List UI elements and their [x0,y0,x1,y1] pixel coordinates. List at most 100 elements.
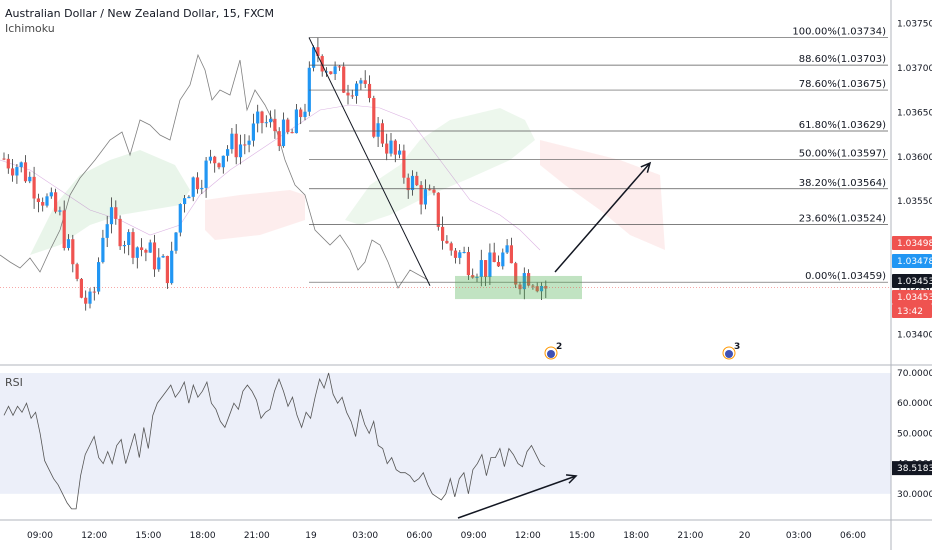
candle-body [97,262,101,292]
candle-body [441,226,445,241]
candle-body [41,202,45,206]
candle-body [535,286,539,292]
event-flag-icon [725,350,733,358]
candle-body [410,175,415,191]
candle-body [195,177,200,190]
time-tick-label: 21:00 [244,531,270,541]
candle-body [505,245,509,253]
candle-body [337,66,341,68]
candle-body [402,150,406,178]
price-tick-label: 1.03700 [897,64,932,74]
candles [2,37,548,311]
candle-body [484,260,488,278]
candle-body [496,262,501,267]
time-tick-label: 06:00 [840,531,866,541]
candle-body [187,196,191,199]
candle-body [449,243,453,251]
event-flag-icon [547,350,555,358]
time-tick-label: 15:00 [569,531,595,541]
candle-body [281,119,286,147]
time-tick-label: 21:00 [677,531,703,541]
event-count: 2 [556,342,562,352]
candle-body [286,119,290,133]
candle-body [92,291,96,293]
candle-body [432,189,436,193]
time-tick-label: 03:00 [786,531,812,541]
candle-body [501,252,505,267]
candle-body [423,189,427,205]
rsi-divergence-arrow [457,475,577,519]
candle-body [316,47,320,57]
candle-body [28,176,32,182]
candle-body [324,71,329,73]
candle-body [66,239,71,248]
price-badge [892,304,932,318]
time-tick-label: 03:00 [352,531,378,541]
price-badge-label: 13:42 [897,307,923,317]
candle-body [544,285,548,289]
candle-body [376,123,380,137]
projection-arrow [554,162,651,273]
candle-body [84,297,88,304]
time-tick-label: 19 [305,531,317,541]
candle-body [178,204,182,233]
candle-body [290,132,294,134]
candle-body [183,198,187,205]
rsi-label: RSI [5,376,23,389]
candle-body [230,133,234,150]
time-tick-label: 06:00 [406,531,432,541]
candle-body [303,111,307,118]
candle-body [462,252,466,254]
rsi-tick-label: 60.0000 [897,399,932,409]
candle-body [217,163,221,168]
candle-body [148,242,152,253]
candle-body [165,255,169,284]
candle-body [135,247,139,258]
candle-body [531,285,535,287]
candle-body [127,232,131,246]
time-tick-label: 09:00 [27,531,53,541]
candle-body [350,95,354,97]
candle-body [32,176,36,199]
price-tick-label: 1.03600 [897,153,932,163]
ichimoku-lagging-line [0,53,429,289]
fibonacci-levels: 100.00%(1.03734) 88.60%(1.03703) 78.60%(1.… [309,27,888,283]
fib-label: 23.60%(1.03524) [799,213,886,224]
fib-label: 50.00%(1.03597) [799,148,886,159]
candle-body [539,285,544,292]
candle-body [131,232,135,258]
candle-body [238,144,243,158]
candle-body [479,260,483,277]
candle-body [264,122,268,124]
candle-body [11,168,15,176]
candle-body [346,92,350,96]
candle-body [19,162,23,168]
candle-body [385,143,389,154]
projection-arrow-head [640,161,652,173]
candle-body [256,111,260,124]
candle-body [458,252,462,258]
rsi-line [3,372,546,510]
ichimoku-cloud-green [345,108,535,225]
candle-body [359,80,363,84]
candle-body [299,109,303,118]
candle-body [389,140,393,154]
candle-body [527,273,531,286]
candle-body [277,131,281,147]
candle-body [58,210,62,212]
time-tick-label: 18:00 [190,531,216,541]
fib-label: 78.60%(1.03675) [799,79,886,90]
candle-body [221,155,225,168]
candle-body [75,264,79,279]
rsi-divergence-arrow-head [565,474,578,484]
candle-body [273,118,277,132]
candle-body [157,257,161,270]
time-tick-label: 09:00 [461,531,487,541]
candle-body [312,47,316,68]
ichimoku-cloud-green [30,150,190,255]
candle-body [428,189,432,191]
candle-body [514,263,518,285]
candle-body [15,167,19,176]
rsi-band [0,373,891,494]
